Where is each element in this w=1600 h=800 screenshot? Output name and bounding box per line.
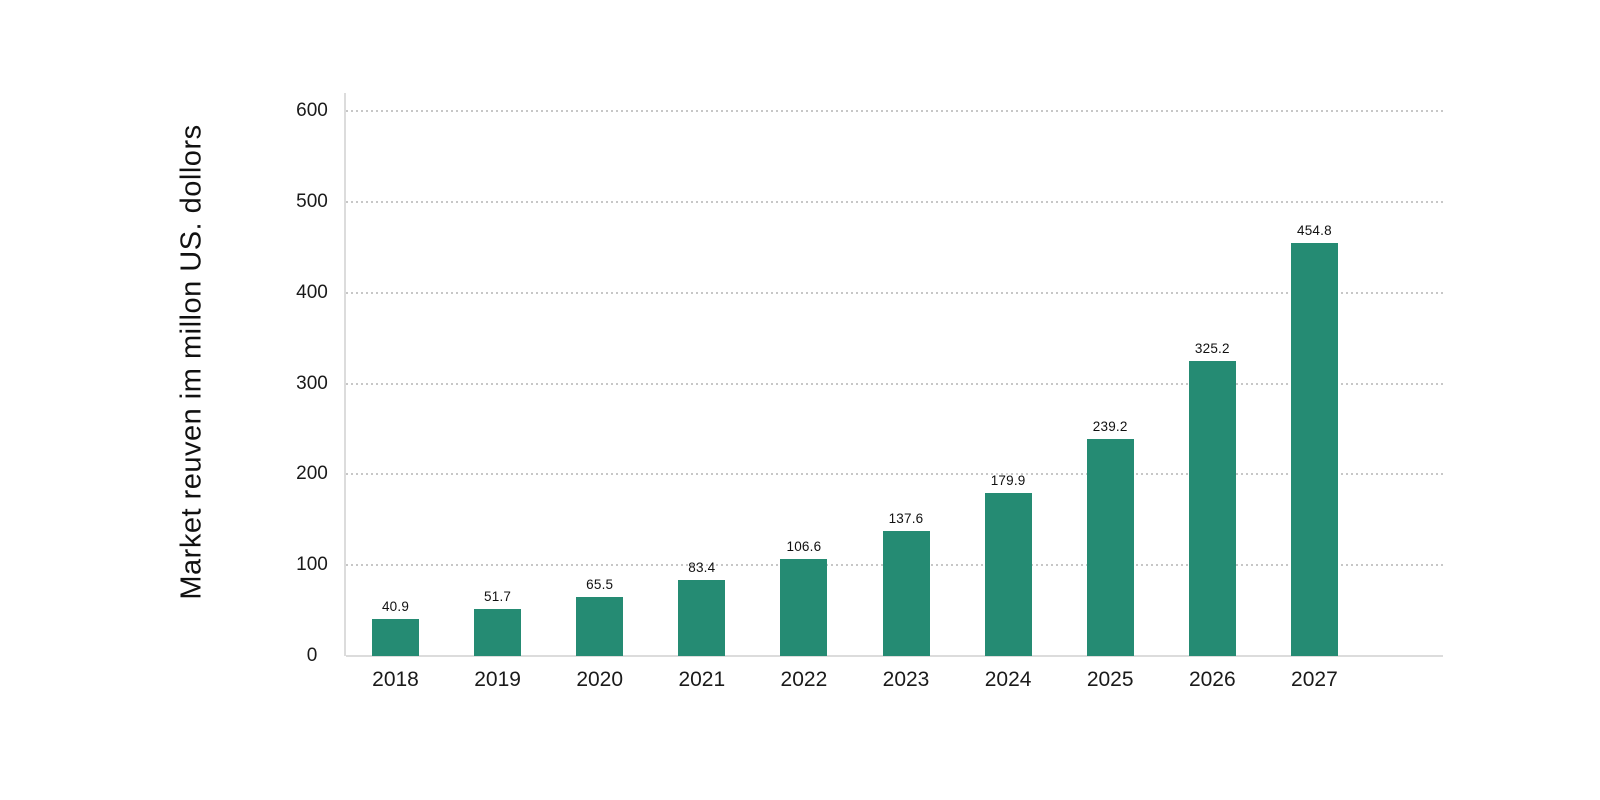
bar-2018	[372, 618, 419, 656]
y-tick-label-0: 0	[306, 645, 318, 666]
gridline-200	[346, 473, 1443, 476]
x-tick-label-2020: 2020	[576, 668, 624, 691]
gridline-500	[346, 200, 1443, 203]
x-tick-labels: 2018 2019 2020 2021 2022 2023 2024 2025 2026 2027	[346, 656, 1443, 696]
value-label-2018: 40.9	[381, 598, 410, 614]
value-label-2026: 325.2	[1194, 340, 1230, 356]
value-label-2021: 83.4	[688, 560, 716, 576]
bar-2021	[678, 580, 726, 656]
plot-area: 40.9 51.7 65.5 83.4 106.6 137.6 179.9 239.2 325.…	[344, 93, 1443, 657]
value-label-2019: 51.7	[484, 589, 512, 605]
x-tick-label-2021: 2021	[678, 668, 726, 691]
gridline-400	[346, 291, 1443, 294]
bar-2027	[1290, 242, 1338, 656]
bar-2026	[1188, 360, 1236, 656]
value-label-2022: 106.6	[786, 539, 822, 555]
value-label-2024: 179.9	[990, 472, 1026, 488]
x-tick-label-2019: 2019	[474, 668, 521, 691]
y-axis-title: Market reuven im millon US. dollors	[175, 124, 208, 600]
x-tick-label-2026: 2026	[1188, 668, 1236, 691]
x-axis-line	[346, 655, 1443, 657]
gridline-300	[346, 382, 1443, 385]
bar-2025	[1086, 438, 1134, 656]
y-tick-label-200: 200	[296, 463, 328, 485]
value-label-2023: 137.6	[888, 511, 924, 527]
y-axis-line	[344, 93, 346, 656]
x-tick-label-2023: 2023	[882, 668, 930, 691]
bar-2019	[474, 609, 522, 656]
value-label-2027: 454.8	[1296, 222, 1332, 238]
bar-2022	[780, 559, 828, 656]
y-tick-label-300: 300	[296, 372, 328, 394]
y-tick-label-100: 100	[296, 554, 328, 576]
gridline-600	[346, 110, 1443, 112]
value-label-2020: 65.5	[586, 576, 614, 592]
value-label-2025: 239.2	[1092, 418, 1128, 434]
x-tick-label-2022: 2022	[780, 668, 828, 691]
bar-2023	[882, 531, 930, 656]
x-tick-label-2018: 2018	[372, 668, 419, 691]
bar-2024	[984, 492, 1032, 656]
y-tick-label-400: 400	[296, 281, 328, 303]
x-tick-label-2025: 2025	[1086, 668, 1134, 691]
x-tick-label-2027: 2027	[1291, 668, 1338, 691]
y-tick-label-600: 600	[296, 100, 328, 121]
y-tick-label-500: 500	[296, 190, 328, 212]
x-tick-label-2024: 2024	[984, 668, 1032, 691]
bar-2020	[576, 596, 624, 656]
